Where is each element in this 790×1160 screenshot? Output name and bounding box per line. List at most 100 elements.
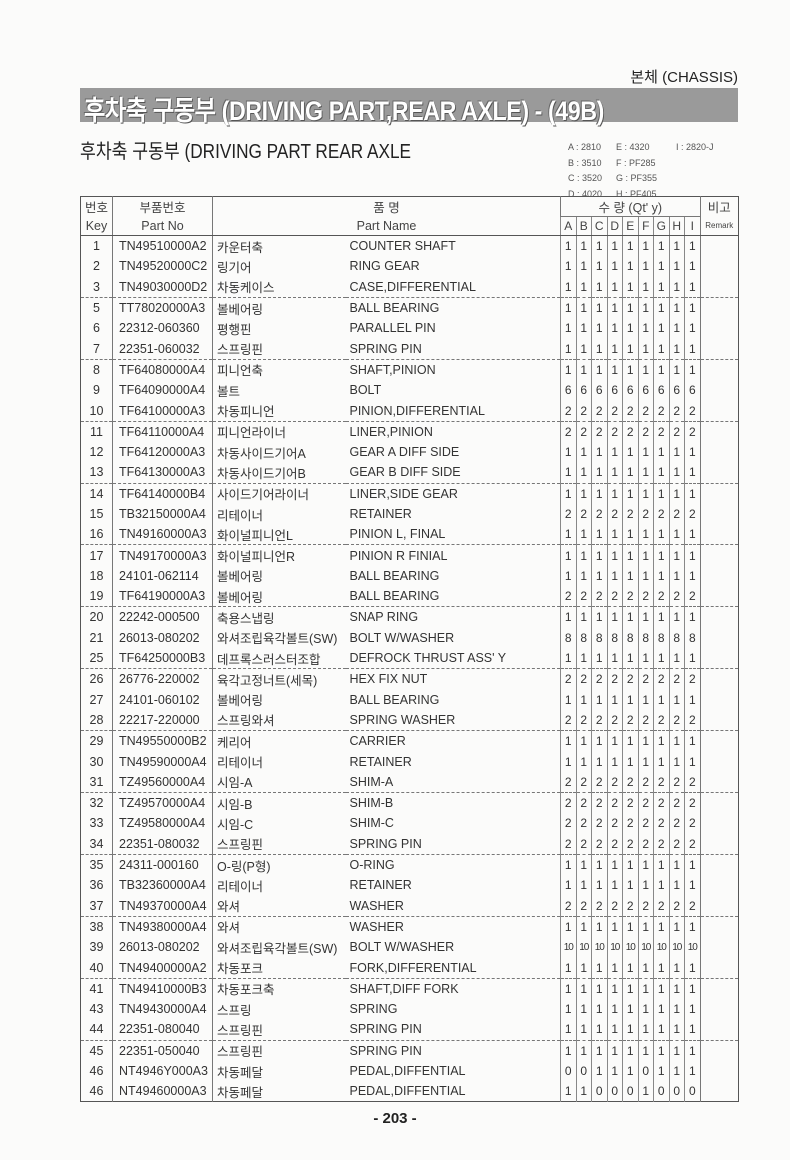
qty-cell: 2 <box>684 833 701 855</box>
table-row: 37 TN49370000A4 와셔 WASHER 2 2 2 2 2 2 2 2 2 <box>80 895 739 917</box>
qty-cell: 1 <box>575 689 592 710</box>
qty-cell: 1 <box>668 1040 685 1061</box>
table-row: 46 NT49460000A3 차동페달 PEDAL,DIFFENTIAL 1 1 0 0 0 1… <box>80 1081 739 1102</box>
qty-cell: 2 <box>575 503 592 525</box>
part-no-cell: TN49160000A3 <box>112 524 213 546</box>
qty-cell: 1 <box>560 441 577 463</box>
english-name-cell: SPRING PIN <box>345 1019 561 1041</box>
qty-cell: 2 <box>668 709 685 732</box>
korean-name-cell: 피니언라이너 <box>217 426 287 441</box>
qty-cell: 2 <box>684 792 701 814</box>
qty-cell: 1 <box>637 647 654 670</box>
qty-cell: 1 <box>653 606 670 628</box>
key-cell: 36 <box>80 875 113 896</box>
qty-cell: 1 <box>637 1019 654 1041</box>
qty-col-a: A <box>560 216 577 236</box>
qty-cell: 1 <box>622 524 639 546</box>
qty-cell: 1 <box>622 875 639 896</box>
qty-cell: 1 <box>591 524 608 546</box>
table-row: 5 TT78020000A3 볼베어링 BALL BEARING 1 1 1 1 1 1 1 1 1 <box>80 297 739 319</box>
qty-cell: 1 <box>575 483 592 504</box>
qty-cell: 1 <box>653 751 670 772</box>
qty-cell: 2 <box>653 771 670 794</box>
qty-cell: 1 <box>560 606 577 628</box>
remark-cell <box>699 380 739 401</box>
key-cell: 41 <box>80 978 113 999</box>
qty-cell: 2 <box>591 709 608 732</box>
qty-cell: 1 <box>591 338 608 360</box>
qty-cell: 1 <box>591 256 608 277</box>
part-no-cell: TN49030000D2 <box>112 276 213 298</box>
qty-cell: 6 <box>575 380 592 401</box>
key-cell: 29 <box>80 730 113 752</box>
qty-cell: 1 <box>653 854 670 876</box>
english-name-cell: WASHER <box>345 895 561 917</box>
part-no-cell: TT78020000A3 <box>112 297 213 319</box>
english-name-cell: WASHER <box>349 919 404 934</box>
remark-cell <box>699 937 739 958</box>
qty-cell: 1 <box>637 957 654 979</box>
qty-cell: 1 <box>606 462 623 484</box>
korean-name-cell: 케리어 <box>217 735 252 750</box>
korean-name-cell: 차동페달 <box>217 1065 264 1080</box>
qty-cell: 10 <box>684 937 701 958</box>
qty-cell: 1 <box>622 978 639 999</box>
qty-cell: 1 <box>622 1040 639 1061</box>
korean-name-cell: 차동피니언 <box>212 400 346 422</box>
english-name-cell: SHIM-C <box>349 816 394 831</box>
key-cell: 11 <box>80 421 113 442</box>
korean-name-cell: 시임-B <box>217 797 253 812</box>
qty-cell: 2 <box>560 668 577 690</box>
qty-cell: 10 <box>575 937 592 958</box>
qty-cell: 8 <box>637 627 654 648</box>
remark-cell <box>699 998 739 1020</box>
korean-name-cell: 스프링핀 <box>212 833 346 855</box>
qty-cell: 2 <box>606 813 623 834</box>
part-no-cell: TF64080000A4 <box>112 359 213 381</box>
key-cell: 19 <box>80 586 113 608</box>
qty-cell: 1 <box>684 318 701 339</box>
english-name-cell: RETAINER <box>349 754 412 769</box>
qty-cell: 1 <box>606 1019 623 1041</box>
qty-cell: 1 <box>575 1019 592 1041</box>
part-no-cell: TN49370000A4 <box>112 895 213 917</box>
qty-cell: 1 <box>622 359 639 381</box>
qty-cell: 1 <box>575 978 592 999</box>
qty-cell: 2 <box>606 833 623 855</box>
korean-name-cell: 볼트 <box>217 384 241 399</box>
qty-cell: 1 <box>653 318 670 339</box>
qty-cell: 1 <box>684 441 701 463</box>
part-no-cell: TZ49580000A4 <box>112 813 213 834</box>
qty-cell: 1 <box>637 751 654 772</box>
qty-cell: 1 <box>668 854 685 876</box>
qty-cell: 1 <box>637 978 654 999</box>
qty-cell: 1 <box>668 978 685 999</box>
legend-item: D : 4020 <box>568 188 603 199</box>
qty-cell: 2 <box>606 668 623 690</box>
english-name-cell: SPRING PIN <box>349 1043 422 1058</box>
table-row: 15 TB32150000A4 리테이너 RETAINER 2 2 2 2 2 2 2 2 2 <box>80 503 739 525</box>
remark-cell <box>699 359 739 381</box>
qty-cell: 2 <box>560 421 577 442</box>
qty-cell: 6 <box>668 380 685 401</box>
qty-cell: 1 <box>684 689 701 710</box>
page-subtitle: 후차축 구동부 (DRIVING PART REAR AXLE <box>80 141 412 163</box>
qty-cell: 1 <box>560 751 577 772</box>
table-row: 20 22242-000500 축용스냅링 SNAP RING 1 1 1 1 1 1 1 1 1 <box>80 606 739 628</box>
key-cell: 18 <box>80 565 113 587</box>
key-cell: 6 <box>80 318 113 339</box>
key-cell: 16 <box>80 524 113 546</box>
qty-cell: 1 <box>560 544 577 566</box>
qty-cell: 1 <box>653 524 670 546</box>
key-cell: 21 <box>80 627 113 648</box>
header-remark-kr: 비고 <box>699 196 739 217</box>
qty-cell: 10 <box>591 937 608 958</box>
qty-cell: 6 <box>684 380 701 401</box>
korean-name-cell: 사이드기어라이너 <box>217 488 310 503</box>
korean-name-cell: 차동포크축 <box>217 983 275 998</box>
qty-cell: 1 <box>622 689 639 710</box>
qty-cell: 2 <box>684 421 701 442</box>
qty-cell: 2 <box>591 668 608 690</box>
qty-cell: 1 <box>560 297 577 319</box>
english-name-cell: RING GEAR <box>349 259 420 274</box>
